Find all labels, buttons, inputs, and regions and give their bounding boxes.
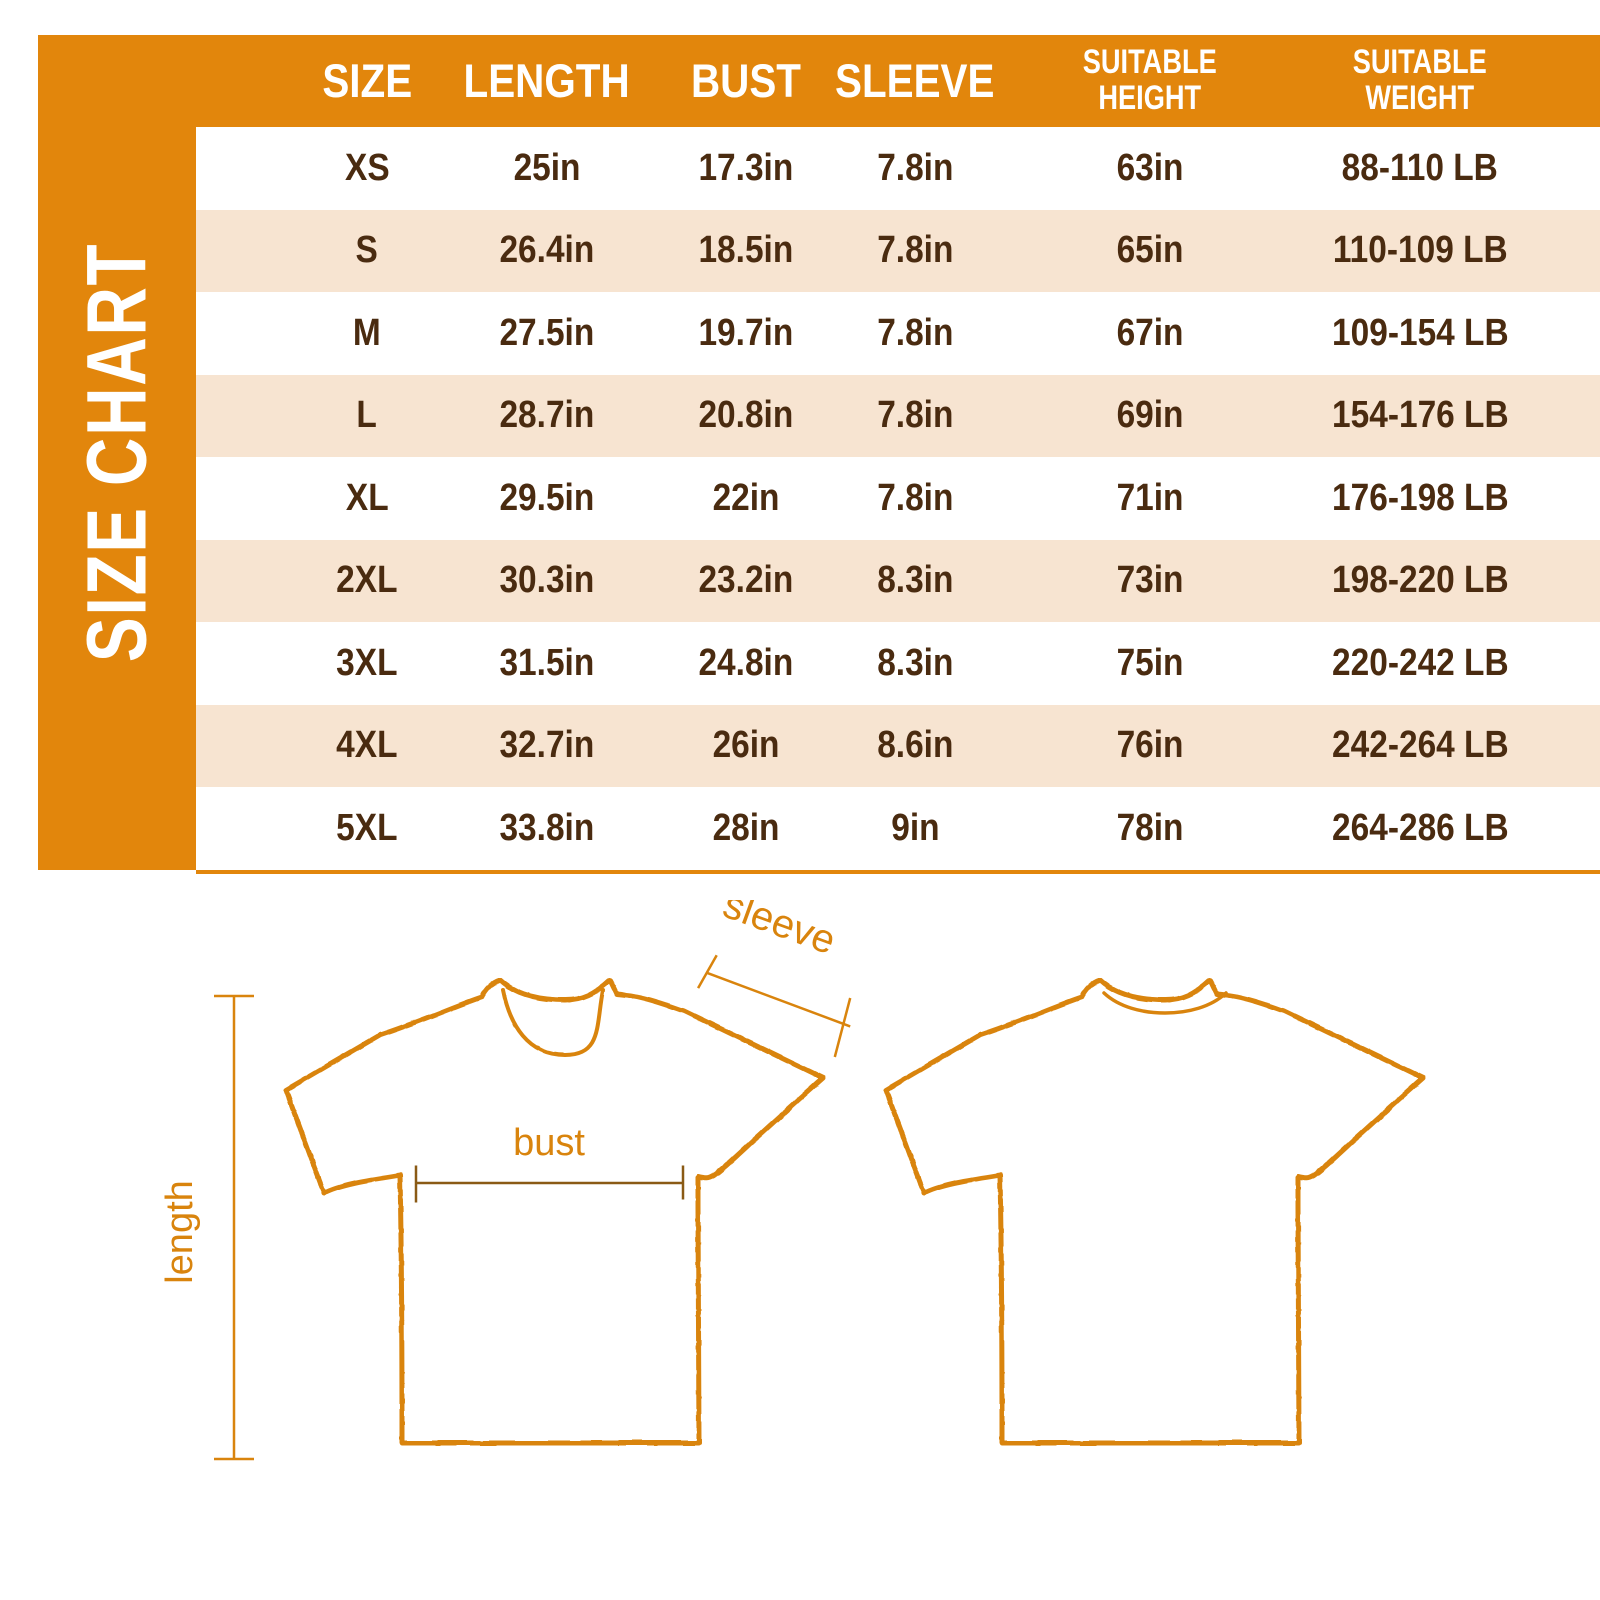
svg-text:bust: bust bbox=[513, 1122, 585, 1164]
svg-text:sleeve: sleeve bbox=[718, 900, 842, 963]
svg-text:length: length bbox=[159, 1180, 201, 1284]
